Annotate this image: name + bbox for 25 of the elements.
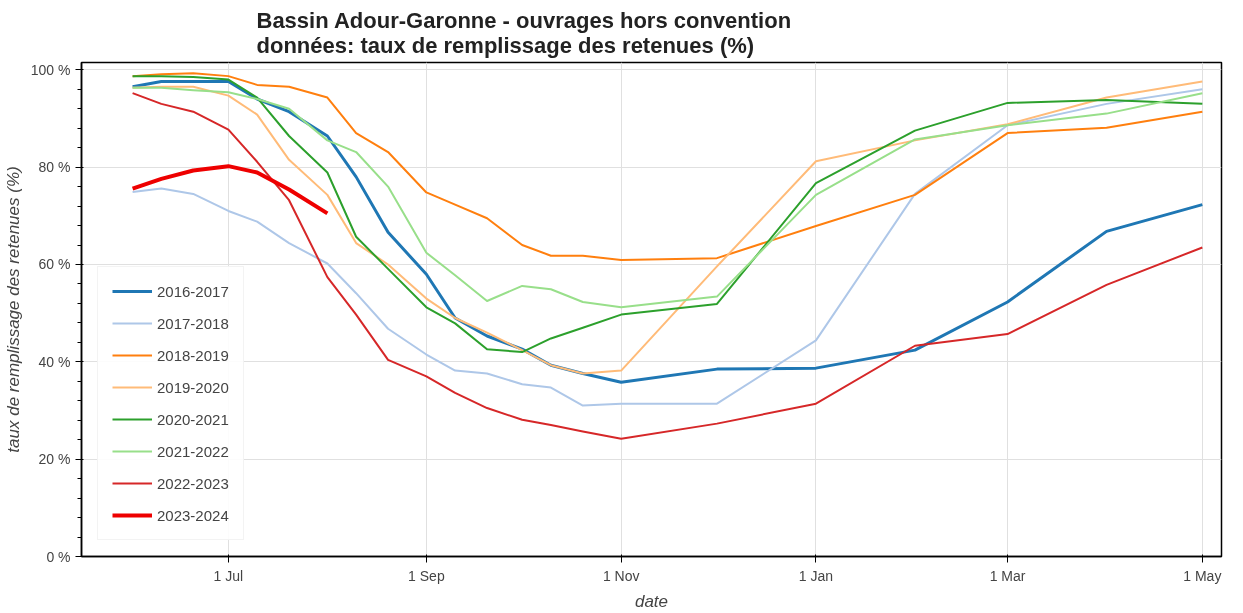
y-tick-label: 0 % — [46, 548, 71, 565]
line-series — [131, 86, 1204, 309]
y-tick-label: 60 % — [38, 256, 71, 273]
legend-label: 2023-2024 — [157, 506, 229, 524]
x-tick-label: 1 Jul — [213, 567, 244, 584]
y-tick-label: 80 % — [38, 159, 71, 176]
legend-label: 2021-2022 — [157, 442, 229, 460]
x-tick-label: 1 Mar — [989, 567, 1026, 584]
legend-label: 2020-2021 — [157, 410, 229, 428]
x-tick-label: 1 Nov — [602, 567, 640, 584]
y-tick-label: 100 % — [30, 61, 71, 78]
x-tick-label: 1 May — [1183, 567, 1222, 584]
y-tick-label: 40 % — [38, 353, 71, 370]
legend-label: 2016-2017 — [157, 282, 229, 300]
legend-label: 2019-2020 — [157, 378, 229, 396]
legend-label: 2022-2023 — [157, 474, 229, 492]
x-tick-label: 1 Sep — [408, 567, 445, 584]
x-axis-title: date — [634, 591, 669, 611]
line-series — [130, 164, 330, 216]
legend-label: 2017-2018 — [157, 314, 229, 332]
y-tick-label: 20 % — [38, 451, 71, 468]
y-axis-title: taux de remplissage des retenues (%) — [3, 166, 23, 453]
x-tick-label: 1 Jan — [798, 567, 834, 584]
legend-label: 2018-2019 — [157, 346, 229, 364]
chart-title: Bassin Adour-Garonne - ouvrages hors convention données: taux de remplissage des retenues (%) — [256, 7, 792, 58]
